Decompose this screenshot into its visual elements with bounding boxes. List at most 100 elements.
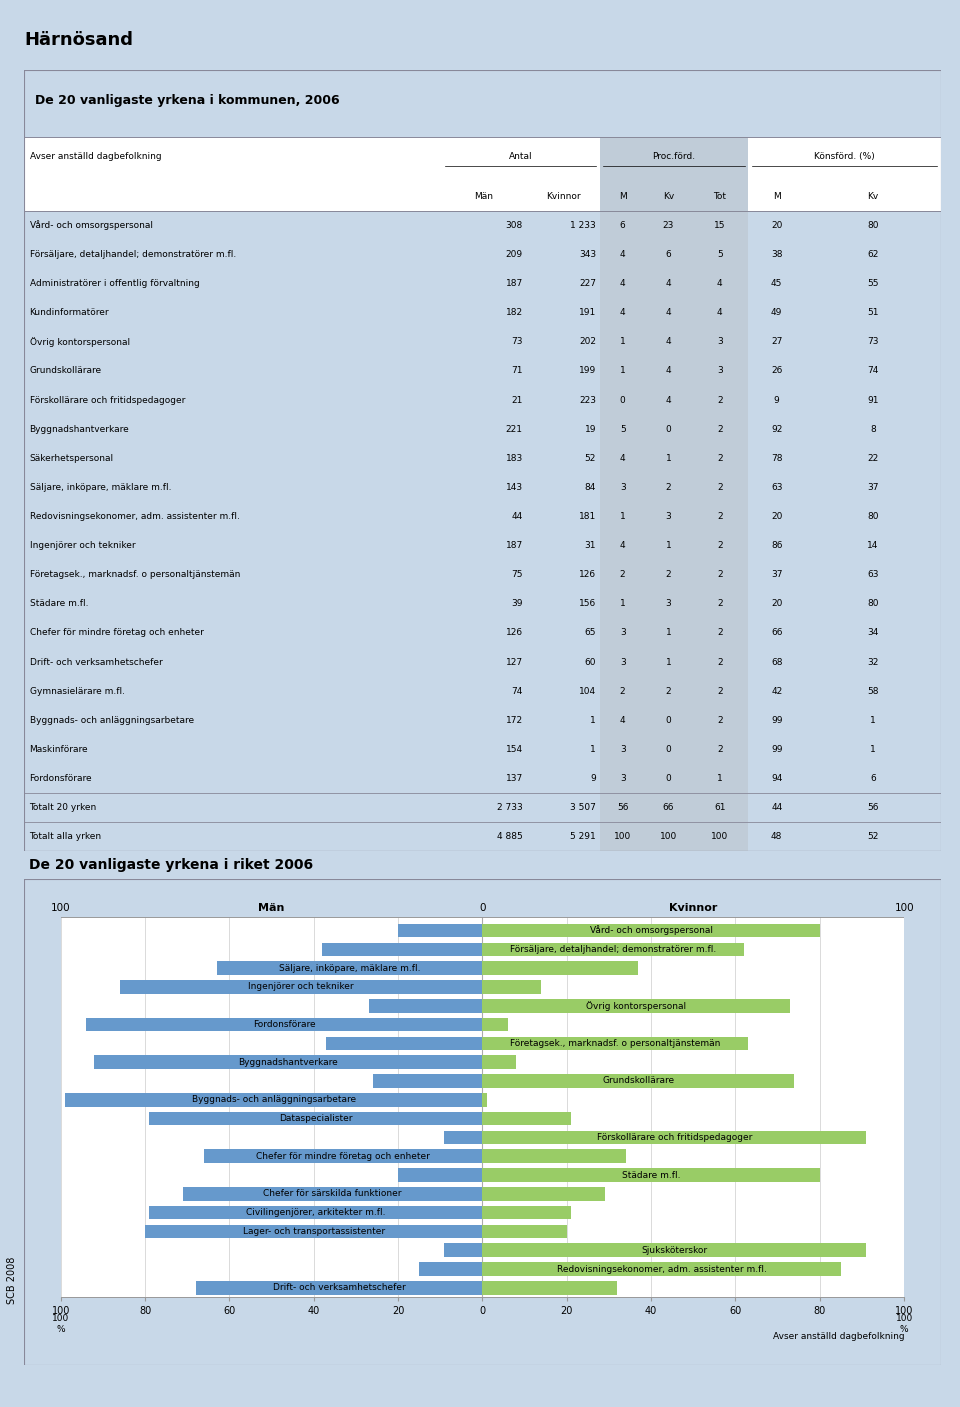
Text: 20: 20 (771, 599, 782, 608)
Bar (398, 924, 483, 937)
Text: 2: 2 (717, 512, 723, 521)
Text: Ingenjörer och tekniker: Ingenjörer och tekniker (249, 982, 354, 992)
Text: 5 291: 5 291 (570, 832, 596, 841)
Text: 44: 44 (771, 803, 782, 812)
Bar (120, 981, 483, 993)
Text: Försäljare, detaljhandel; demonstratörer m.fl.: Försäljare, detaljhandel; demonstratörer… (30, 250, 236, 259)
Text: 68: 68 (771, 657, 782, 667)
Text: 74: 74 (867, 366, 878, 376)
Text: 2: 2 (717, 454, 723, 463)
Text: 4: 4 (620, 454, 626, 463)
Text: Maskinförare: Maskinförare (30, 744, 88, 754)
Text: Övrig kontorspersonal: Övrig kontorspersonal (30, 336, 130, 346)
Text: 154: 154 (506, 744, 523, 754)
Text: 1: 1 (665, 629, 671, 637)
Text: 60: 60 (585, 657, 596, 667)
Text: Gymnasielärare m.fl.: Gymnasielärare m.fl. (30, 687, 125, 695)
Text: M: M (619, 193, 627, 201)
Text: 9: 9 (774, 395, 780, 405)
Text: 100: 100 (51, 903, 70, 913)
Text: 26: 26 (771, 366, 782, 376)
Bar (483, 1206, 571, 1220)
Text: Fordonsförare: Fordonsförare (252, 1020, 316, 1029)
Text: 91: 91 (867, 395, 878, 405)
Text: 209: 209 (506, 250, 523, 259)
Text: 84: 84 (585, 483, 596, 492)
Text: 38: 38 (771, 250, 782, 259)
Bar (483, 1112, 571, 1126)
Text: 2: 2 (717, 483, 723, 492)
Text: 49: 49 (771, 308, 782, 318)
Text: 6: 6 (870, 774, 876, 782)
Text: 27: 27 (771, 338, 782, 346)
Text: Civilingenjörer, arkitekter m.fl.: Civilingenjörer, arkitekter m.fl. (246, 1209, 386, 1217)
Text: 4: 4 (620, 716, 626, 725)
Bar (65, 1093, 483, 1106)
Text: 4: 4 (717, 279, 723, 288)
Bar (483, 1262, 841, 1276)
Bar (483, 1055, 516, 1069)
Bar (444, 1244, 483, 1256)
Text: 0: 0 (665, 425, 671, 433)
Text: Administratörer i offentlig förvaltning: Administratörer i offentlig förvaltning (30, 279, 200, 288)
Bar (483, 1037, 748, 1050)
Bar (183, 1188, 483, 1200)
Bar (86, 1017, 483, 1031)
Text: 100
%: 100 % (52, 1314, 69, 1334)
Text: 6: 6 (620, 221, 626, 229)
Text: Totalt 20 yrken: Totalt 20 yrken (30, 803, 97, 812)
Text: 1: 1 (665, 657, 671, 667)
Text: 221: 221 (506, 425, 523, 433)
Bar (483, 924, 820, 937)
Text: 100: 100 (895, 903, 914, 913)
Text: Fordonsförare: Fordonsförare (30, 774, 92, 782)
Text: 74: 74 (512, 687, 523, 695)
Text: De 20 vanligaste yrkena i riket 2006: De 20 vanligaste yrkena i riket 2006 (29, 858, 313, 872)
Text: 1: 1 (620, 366, 626, 376)
Text: Företagsek., marknadsf. o personaltjänstemän: Företagsek., marknadsf. o personaltjänst… (30, 570, 240, 580)
Text: 80: 80 (867, 599, 878, 608)
Text: 86: 86 (771, 542, 782, 550)
Text: 8: 8 (870, 425, 876, 433)
Text: 34: 34 (867, 629, 878, 637)
Text: 1: 1 (665, 542, 671, 550)
Text: 2: 2 (620, 687, 626, 695)
Text: 100: 100 (711, 832, 729, 841)
Text: Lager- och transportassistenter: Lager- och transportassistenter (243, 1227, 385, 1235)
Bar (483, 1244, 866, 1256)
Text: 4: 4 (665, 279, 671, 288)
Text: Kv: Kv (663, 193, 674, 201)
Text: 3: 3 (620, 629, 626, 637)
Text: 0: 0 (665, 774, 671, 782)
Bar (420, 1262, 483, 1276)
Text: 73: 73 (512, 338, 523, 346)
Bar (94, 1055, 483, 1069)
Text: 182: 182 (506, 308, 523, 318)
Text: 1: 1 (870, 716, 876, 725)
Text: 126: 126 (579, 570, 596, 580)
Text: 4: 4 (620, 308, 626, 318)
Text: 227: 227 (579, 279, 596, 288)
Text: Redovisningsekonomer, adm. assistenter m.fl.: Redovisningsekonomer, adm. assistenter m… (30, 512, 239, 521)
Text: 78: 78 (771, 454, 782, 463)
Text: 4: 4 (665, 338, 671, 346)
Text: Förskollärare och fritidspedagoger: Förskollärare och fritidspedagoger (596, 1133, 752, 1142)
Text: Avser anställd dagbefolkning: Avser anställd dagbefolkning (30, 152, 161, 160)
Text: 15: 15 (714, 221, 726, 229)
Text: 156: 156 (579, 599, 596, 608)
Text: Kvinnor: Kvinnor (546, 193, 581, 201)
Text: 2: 2 (717, 599, 723, 608)
Text: Grundskollärare: Grundskollärare (602, 1076, 675, 1085)
Text: Grundskollärare: Grundskollärare (30, 366, 102, 376)
Bar (600, 136, 748, 211)
Text: 14: 14 (867, 542, 878, 550)
Text: 1: 1 (665, 454, 671, 463)
Text: 51: 51 (867, 308, 878, 318)
Text: 183: 183 (506, 454, 523, 463)
Bar (149, 1112, 483, 1126)
Text: 4 885: 4 885 (497, 832, 523, 841)
Text: 2: 2 (717, 570, 723, 580)
Text: 2: 2 (717, 744, 723, 754)
Bar (600, 136, 748, 851)
Bar (483, 1188, 605, 1200)
